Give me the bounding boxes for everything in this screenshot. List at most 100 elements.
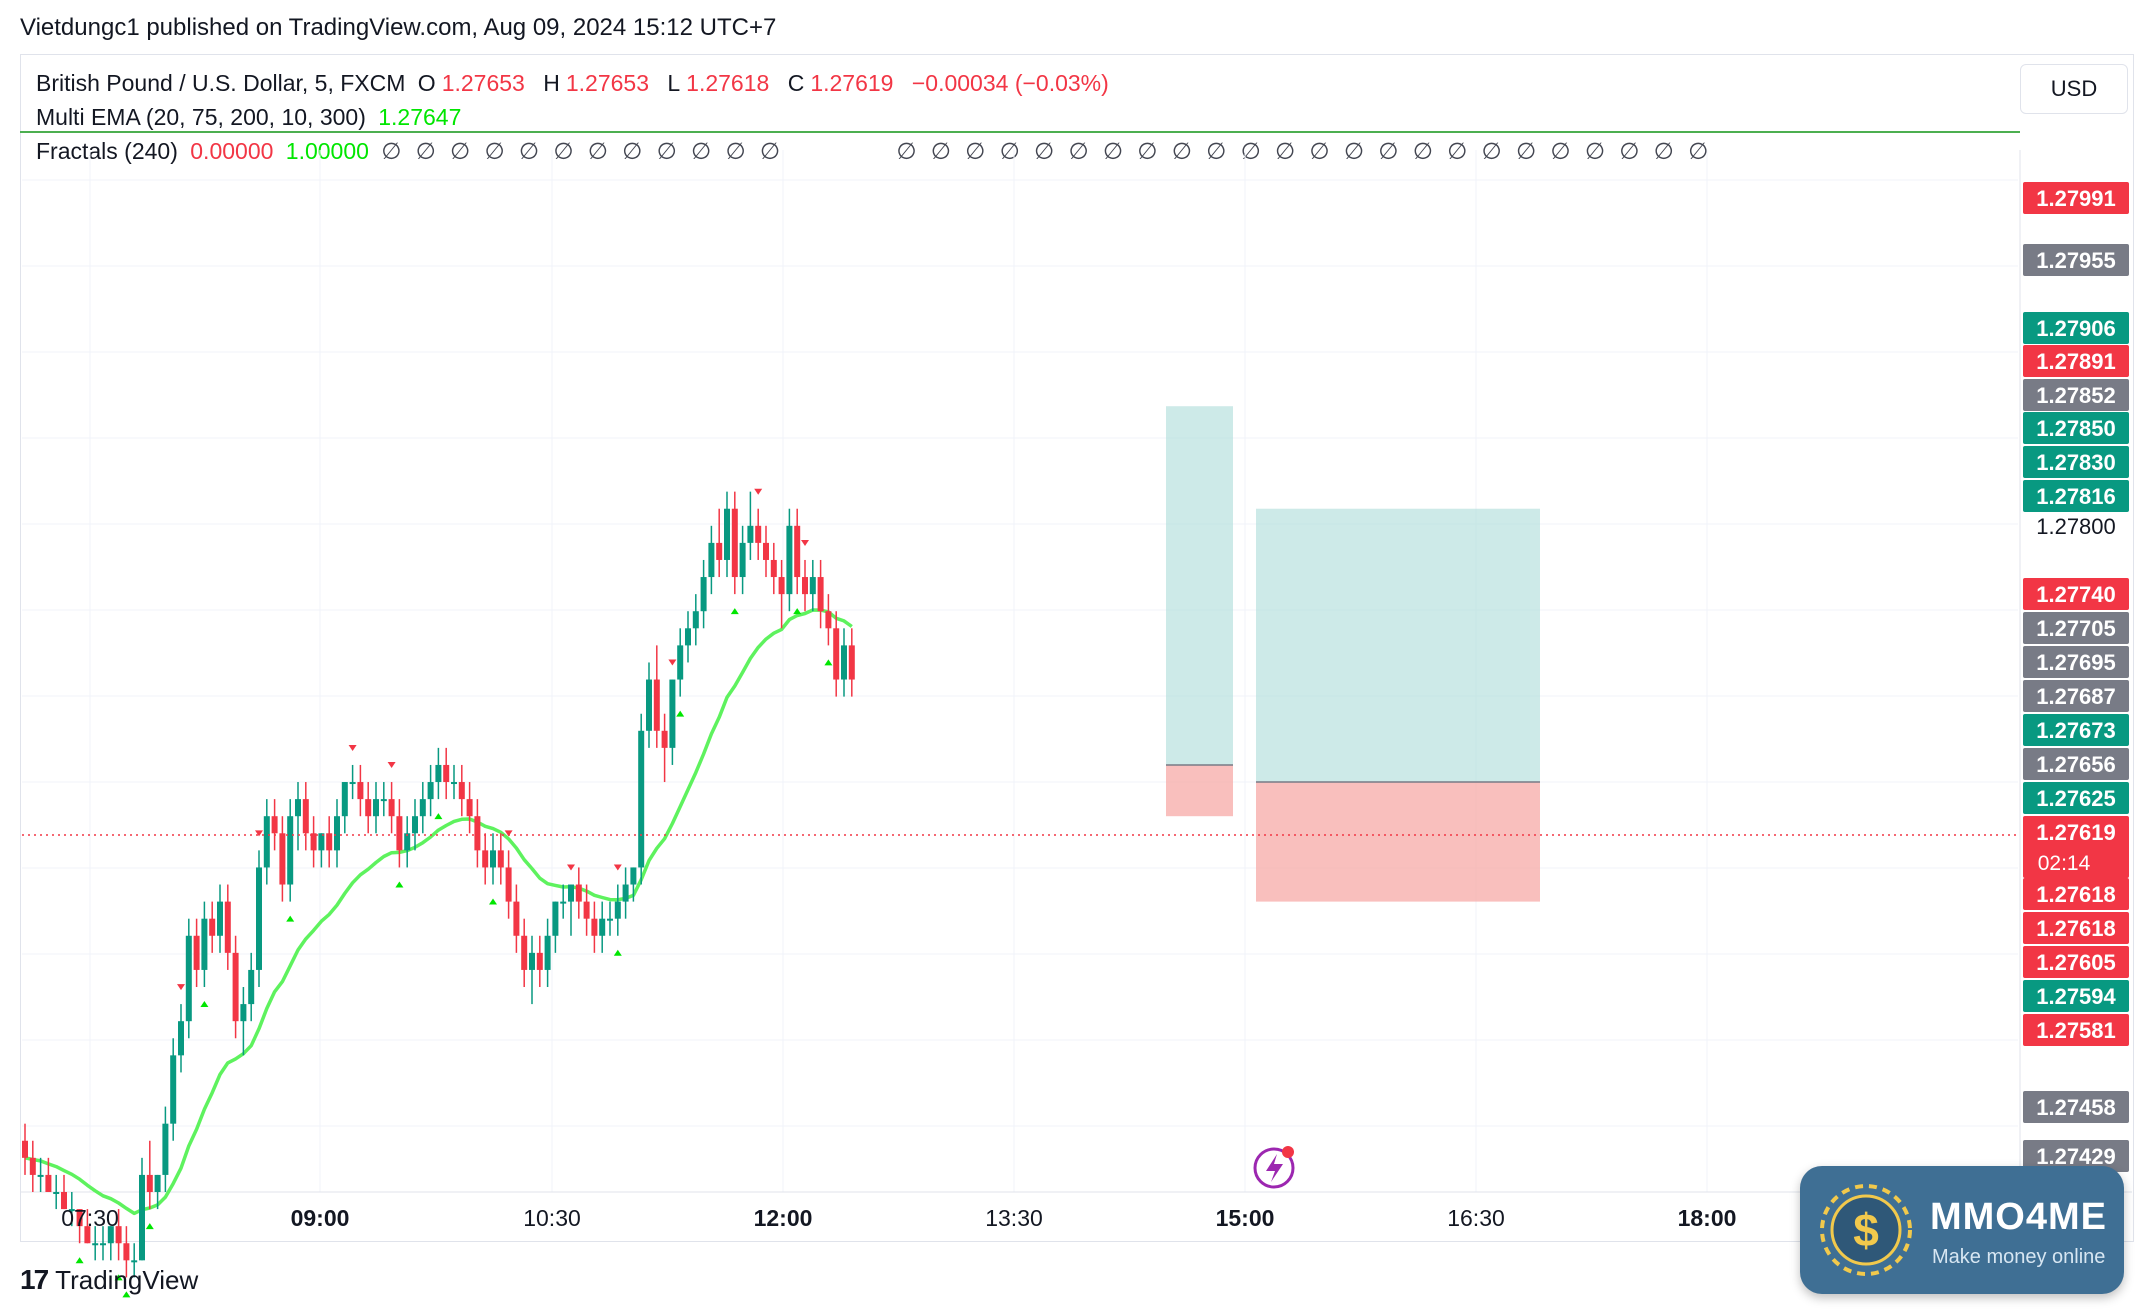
fractal-up-marker [75, 1257, 84, 1264]
candle-body [716, 542, 723, 560]
lightning-alert-icon[interactable] [1253, 1146, 1295, 1189]
price-label-text: 1.27740 [2036, 582, 2116, 607]
price-label-text: 1.27991 [2036, 186, 2116, 211]
high-value: 1.27653 [565, 70, 649, 96]
candle-body [287, 816, 294, 885]
time-tick-label: 10:30 [523, 1205, 581, 1231]
candle-body [513, 901, 520, 936]
candle-body [248, 969, 255, 1005]
candles [22, 491, 855, 1278]
candle-body [770, 559, 777, 578]
candle [817, 559, 824, 629]
candle-body [630, 867, 637, 885]
candle [53, 1174, 60, 1210]
candle [599, 901, 606, 953]
candle [123, 1226, 130, 1278]
ema-value: 1.27647 [378, 104, 462, 130]
candle [435, 747, 442, 800]
candle-body [388, 799, 395, 817]
candle [755, 508, 762, 560]
candle-body [778, 577, 785, 595]
candle [591, 901, 598, 953]
candle [614, 884, 621, 936]
candle [490, 833, 496, 885]
candle [295, 782, 301, 851]
fractal-up-marker [489, 898, 497, 905]
candle-body [653, 679, 660, 731]
fractal-down-marker [613, 864, 622, 871]
candle-body [146, 1174, 153, 1192]
coin-symbol: $ [1853, 1204, 1879, 1256]
time-tick-label: 13:30 [985, 1205, 1043, 1231]
candle [373, 782, 379, 834]
price-label-bg [2023, 646, 2129, 678]
candle-body [170, 1055, 177, 1124]
candle-body [794, 525, 801, 578]
candle-body [263, 816, 270, 868]
candle-body [162, 1123, 169, 1175]
candle-body [123, 1243, 130, 1261]
candle [162, 1106, 169, 1192]
candle [739, 525, 746, 595]
candle-body [490, 850, 496, 868]
time-tick-label: 18:00 [1678, 1205, 1737, 1231]
price-label-bg [2023, 878, 2129, 910]
low-value: 1.27618 [686, 70, 770, 96]
candle [61, 1174, 67, 1210]
fractal-up-marker [824, 659, 833, 666]
price-label: 1.27625 [2023, 782, 2129, 814]
price-label-text: 1.27619 [2036, 820, 2116, 845]
candle [154, 1174, 161, 1210]
fractals-indicator-name[interactable]: Fractals (240) [36, 138, 178, 164]
candle-body [708, 542, 715, 578]
candle-body [536, 952, 543, 970]
candle-body [700, 577, 707, 612]
symbol-name[interactable]: British Pound / U.S. Dollar, 5, FXCM [36, 70, 406, 96]
position-0-target-zone [1166, 406, 1233, 765]
candle [139, 1157, 145, 1261]
candle-body [841, 645, 847, 680]
price-label-text: 1.27605 [2036, 950, 2116, 975]
fractal-down-marker [255, 830, 263, 837]
currency-button[interactable]: USD [2020, 64, 2128, 114]
candle [731, 491, 738, 595]
price-label-text: 1.27594 [2036, 984, 2116, 1009]
candle-body [521, 935, 528, 970]
fractal-up-marker [286, 915, 295, 922]
fractal-up-marker [613, 949, 622, 956]
candle-body [692, 611, 699, 629]
price-label-bg [2023, 714, 2129, 746]
price-label: 1.27740 [2023, 578, 2129, 610]
candle [833, 611, 840, 697]
candle [318, 833, 325, 868]
fractal-down-marker [348, 744, 357, 751]
price-label-text: 1.27618 [2036, 882, 2116, 907]
candle-body [833, 628, 840, 680]
candle [552, 901, 559, 953]
candle [178, 1004, 184, 1073]
price-label-bg [2023, 244, 2129, 276]
ema-indicator-name[interactable]: Multi EMA (20, 75, 200, 10, 300) [36, 104, 366, 130]
tradingview-logo[interactable]: 17 TradingView [20, 1264, 198, 1296]
candle [170, 1038, 177, 1141]
candle-body [802, 577, 808, 595]
price-label: 1.27850 [2023, 412, 2129, 444]
candle-body [139, 1174, 145, 1261]
candle-body [224, 901, 231, 953]
candle [770, 542, 777, 595]
close-label: C [787, 70, 805, 96]
candle [380, 782, 387, 817]
price-label-bg [2023, 312, 2129, 344]
chart-frame [20, 54, 2134, 1242]
fractals-value-1: 0.00000 [190, 138, 274, 164]
candle [193, 918, 200, 988]
time-tick-label: 15:00 [1216, 1205, 1275, 1231]
candle [396, 799, 403, 868]
price-label: 1.27891 [2023, 345, 2129, 377]
candle [37, 1157, 44, 1192]
candle [794, 508, 801, 595]
price-label-text: 1.27618 [2036, 916, 2116, 941]
candle-body [318, 833, 325, 851]
candle [341, 782, 348, 834]
